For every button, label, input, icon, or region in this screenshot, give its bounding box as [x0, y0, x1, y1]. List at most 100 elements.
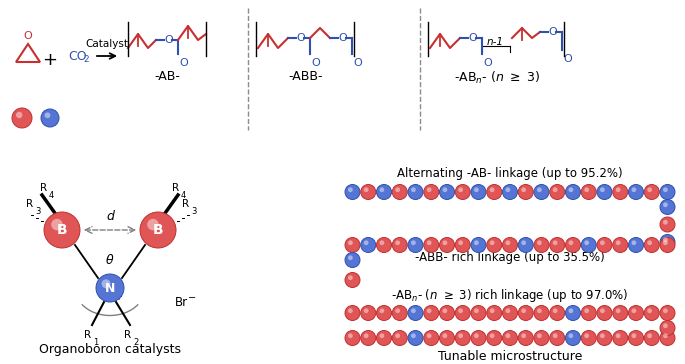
Circle shape	[96, 274, 124, 302]
Text: -ABB- rich linkage (up to 35.5%): -ABB- rich linkage (up to 35.5%)	[415, 252, 605, 265]
Text: n-1: n-1	[487, 37, 504, 47]
Circle shape	[537, 333, 542, 338]
Circle shape	[584, 308, 589, 313]
Circle shape	[361, 237, 376, 253]
Circle shape	[632, 187, 636, 192]
Circle shape	[490, 333, 495, 338]
Circle shape	[364, 187, 369, 192]
Circle shape	[503, 305, 517, 320]
Circle shape	[427, 333, 432, 338]
Circle shape	[550, 305, 564, 320]
Circle shape	[474, 240, 479, 245]
Circle shape	[393, 305, 408, 320]
Circle shape	[582, 331, 596, 345]
Circle shape	[458, 187, 463, 192]
Circle shape	[629, 185, 643, 199]
Circle shape	[424, 237, 439, 253]
Circle shape	[345, 185, 360, 199]
Circle shape	[534, 305, 549, 320]
Circle shape	[471, 305, 486, 320]
Circle shape	[377, 305, 392, 320]
Circle shape	[660, 234, 675, 249]
Circle shape	[393, 185, 408, 199]
Circle shape	[490, 308, 495, 313]
Circle shape	[345, 237, 360, 253]
Circle shape	[471, 185, 486, 199]
Circle shape	[443, 240, 447, 245]
Circle shape	[632, 240, 636, 245]
Circle shape	[660, 185, 675, 199]
Text: O: O	[164, 35, 173, 45]
Circle shape	[645, 331, 659, 345]
Circle shape	[584, 187, 589, 192]
Circle shape	[364, 308, 369, 313]
Circle shape	[490, 187, 495, 192]
Text: O: O	[353, 58, 362, 68]
Circle shape	[345, 331, 360, 345]
Circle shape	[519, 185, 533, 199]
Circle shape	[458, 240, 463, 245]
Circle shape	[487, 237, 501, 253]
Circle shape	[51, 219, 63, 230]
Circle shape	[474, 333, 479, 338]
Circle shape	[566, 305, 580, 320]
Text: 3: 3	[35, 207, 40, 216]
Text: O: O	[23, 31, 32, 41]
Circle shape	[348, 240, 353, 245]
Circle shape	[408, 185, 423, 199]
Circle shape	[456, 237, 470, 253]
Circle shape	[379, 240, 384, 245]
Text: 2: 2	[133, 338, 138, 347]
Circle shape	[629, 237, 643, 253]
Circle shape	[345, 305, 360, 320]
Circle shape	[361, 305, 376, 320]
Circle shape	[471, 237, 486, 253]
Circle shape	[660, 217, 675, 232]
Circle shape	[600, 308, 605, 313]
Circle shape	[663, 237, 668, 242]
Text: O: O	[548, 27, 557, 37]
Circle shape	[424, 305, 439, 320]
Circle shape	[663, 323, 668, 328]
Circle shape	[458, 333, 463, 338]
Text: Br: Br	[175, 296, 188, 309]
Circle shape	[408, 331, 423, 345]
Circle shape	[550, 185, 564, 199]
Circle shape	[645, 305, 659, 320]
Circle shape	[427, 240, 432, 245]
Text: R: R	[27, 199, 34, 209]
Circle shape	[537, 308, 542, 313]
Circle shape	[443, 187, 447, 192]
Text: O: O	[483, 58, 492, 68]
Circle shape	[456, 185, 470, 199]
Text: R: R	[84, 330, 92, 340]
Circle shape	[600, 187, 605, 192]
Circle shape	[361, 331, 376, 345]
Text: O: O	[311, 58, 320, 68]
Circle shape	[408, 237, 423, 253]
Text: d: d	[106, 210, 114, 222]
Circle shape	[474, 308, 479, 313]
Circle shape	[663, 333, 668, 338]
Text: 4: 4	[49, 191, 54, 200]
Circle shape	[395, 187, 400, 192]
Circle shape	[474, 187, 479, 192]
Circle shape	[379, 333, 384, 338]
Circle shape	[553, 308, 558, 313]
Circle shape	[521, 240, 526, 245]
Circle shape	[345, 273, 360, 288]
Circle shape	[663, 240, 668, 245]
Circle shape	[632, 308, 636, 313]
Text: R: R	[40, 183, 47, 193]
Circle shape	[395, 308, 400, 313]
Circle shape	[597, 185, 612, 199]
Circle shape	[16, 112, 23, 118]
Circle shape	[660, 305, 675, 320]
Text: 1: 1	[93, 338, 98, 347]
Circle shape	[503, 331, 517, 345]
Circle shape	[506, 240, 510, 245]
Circle shape	[660, 237, 675, 253]
Circle shape	[361, 185, 376, 199]
Text: Organoboron catalysts: Organoboron catalysts	[39, 344, 181, 356]
Circle shape	[584, 240, 589, 245]
